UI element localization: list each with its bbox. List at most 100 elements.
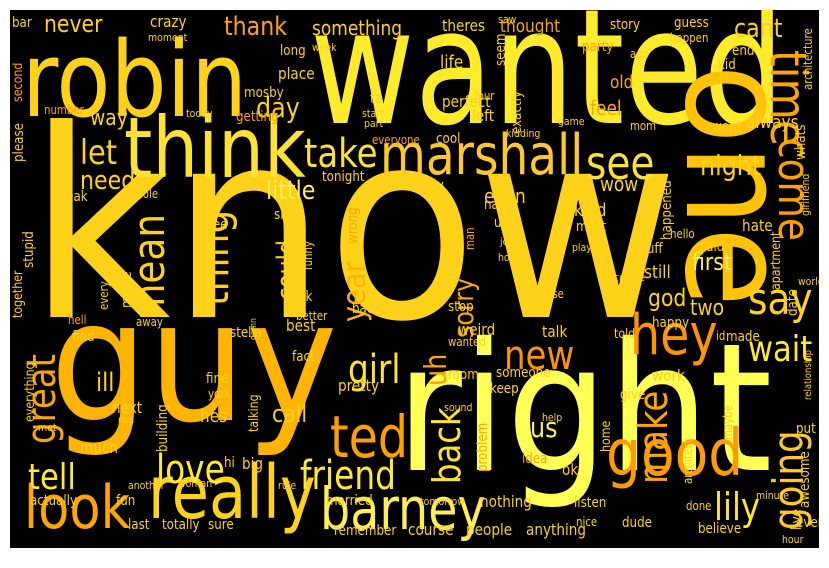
- word: bar: [12, 15, 32, 31]
- word: married: [326, 493, 373, 509]
- word: remember: [334, 523, 397, 539]
- word: id: [716, 329, 726, 343]
- word: happen: [670, 31, 709, 45]
- word: every: [97, 281, 111, 310]
- word: better: [296, 309, 328, 323]
- word: long: [280, 43, 306, 59]
- word: perfect: [442, 92, 491, 111]
- word: guess: [674, 15, 709, 31]
- word: someone: [496, 365, 551, 381]
- word: guy: [50, 264, 338, 460]
- word: world: [798, 275, 819, 288]
- word: sound: [444, 401, 473, 414]
- word: hell: [68, 313, 87, 327]
- word: nice: [576, 515, 598, 529]
- word: people: [466, 520, 513, 539]
- word: hate: [742, 216, 773, 235]
- word: fact: [292, 349, 315, 365]
- word: cant: [734, 14, 783, 44]
- word: make: [631, 390, 677, 484]
- word: home: [599, 420, 614, 452]
- word: marshall: [380, 123, 584, 188]
- word: break: [54, 189, 88, 205]
- word: anything: [526, 520, 586, 539]
- word: funny: [301, 240, 315, 270]
- word: stupid: [21, 231, 37, 268]
- word-cloud: know right guy wanted one robin think ma…: [10, 10, 819, 548]
- word: thank: [224, 12, 288, 42]
- word: let: [80, 133, 118, 173]
- word: whole: [128, 187, 159, 201]
- word: love: [156, 447, 225, 493]
- word: work: [652, 366, 685, 385]
- word: put: [796, 421, 816, 437]
- word: went: [712, 119, 742, 135]
- word: help: [542, 411, 563, 424]
- word: building: [155, 404, 171, 452]
- word: real: [118, 415, 135, 426]
- word: know: [28, 74, 679, 379]
- word: relationship: [803, 350, 814, 400]
- word: stuff: [636, 241, 663, 257]
- word: job: [500, 235, 515, 248]
- word: wait: [748, 329, 813, 370]
- word: three: [196, 217, 228, 233]
- word: much: [80, 438, 118, 457]
- word: back: [425, 407, 469, 484]
- word: little: [266, 176, 316, 206]
- word: must: [576, 219, 607, 235]
- word: story: [610, 17, 641, 33]
- word: always: [746, 112, 799, 133]
- word: talking: [247, 394, 262, 432]
- word: kid: [718, 57, 736, 73]
- word: hey: [630, 303, 718, 368]
- word: woman: [178, 477, 213, 490]
- word: bad: [352, 301, 375, 317]
- word: dude: [622, 515, 652, 531]
- word: um: [494, 215, 514, 231]
- word: met: [38, 421, 57, 434]
- word: see: [586, 136, 655, 190]
- word: number: [44, 103, 84, 117]
- word: keep: [490, 381, 519, 397]
- word: weird: [458, 320, 496, 339]
- word: idea: [522, 451, 548, 467]
- word: man: [463, 227, 477, 250]
- word: room: [448, 367, 479, 383]
- word: never: [44, 10, 103, 38]
- word: left: [472, 106, 495, 125]
- word: problem: [475, 422, 491, 472]
- word: lily: [714, 485, 761, 529]
- word: take: [304, 131, 378, 177]
- word: couple: [614, 271, 646, 284]
- word: need: [80, 166, 136, 196]
- word: told: [614, 327, 636, 342]
- word: architect: [681, 438, 695, 484]
- word: wrong: [345, 207, 361, 244]
- word: hello: [670, 227, 695, 241]
- word: happy: [652, 315, 689, 331]
- word: done: [686, 499, 712, 513]
- word: hour: [782, 533, 804, 546]
- word: start: [362, 107, 384, 120]
- word: getting: [236, 109, 279, 125]
- word: please: [11, 122, 27, 162]
- word: york: [208, 387, 231, 401]
- word: ok: [562, 460, 579, 479]
- word: life: [440, 52, 464, 73]
- word: kidding: [506, 127, 541, 140]
- word: two: [690, 296, 725, 321]
- word: god: [648, 284, 687, 312]
- word: ever: [796, 515, 819, 531]
- word: girl: [348, 347, 401, 393]
- word: whats: [793, 124, 809, 160]
- word: crazy: [150, 12, 187, 31]
- word: right: [396, 305, 773, 512]
- word: said: [700, 239, 725, 255]
- word: actually: [30, 493, 78, 509]
- word: part: [364, 117, 384, 130]
- word: damn: [249, 318, 259, 340]
- word: ted: [330, 403, 409, 471]
- word: awesome: [797, 451, 813, 508]
- word: still: [644, 262, 671, 283]
